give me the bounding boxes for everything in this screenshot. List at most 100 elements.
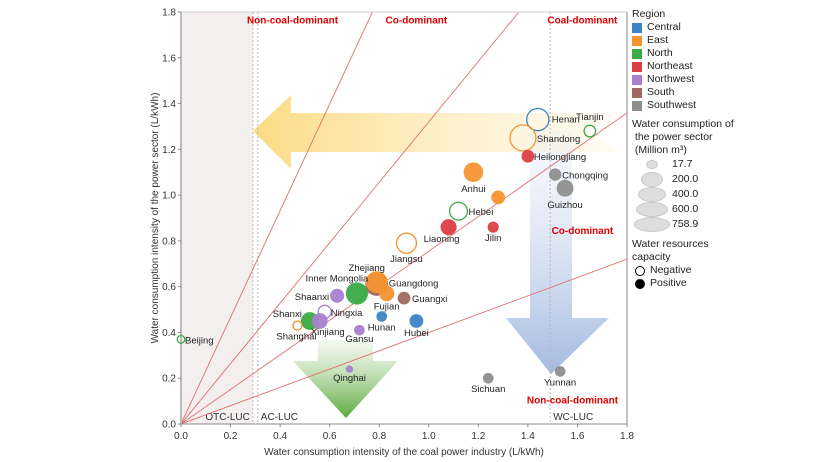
legend-capacity-title: Water resources capacity <box>632 238 734 264</box>
point-label: Tianjin <box>576 112 604 123</box>
legend-capacity-title-line: Water resources <box>632 238 709 250</box>
data-point <box>345 282 369 305</box>
point-label: Gansu <box>345 334 373 345</box>
legend-region-item: East <box>632 34 734 47</box>
legend-capacity-item: Positive <box>632 277 734 290</box>
legend-size-label: 17.7 <box>672 158 693 170</box>
data-point <box>482 372 494 384</box>
data-point <box>526 107 550 132</box>
legend-capacity-label: Negative <box>650 264 692 276</box>
y-tick-label: 0.0 <box>162 420 176 431</box>
data-point <box>521 149 535 163</box>
data-point <box>440 219 457 236</box>
legend-size-label: 758.9 <box>672 218 699 230</box>
legend-region-label: Central <box>647 21 681 33</box>
x-tick-label: 1.2 <box>471 431 485 442</box>
point-label: Anhui <box>461 184 485 195</box>
legend-size-label: 200.0 <box>672 173 699 185</box>
legend-sizes: 17.7 200.0 400.0 600.0 758.9 <box>632 157 734 232</box>
blue-down-arrow <box>506 130 609 374</box>
data-point <box>491 190 506 205</box>
y-tick-label: 1.4 <box>162 99 176 110</box>
reference-lines <box>181 12 627 424</box>
point-label: Guangxi <box>412 294 447 305</box>
y-tick-label: 1.8 <box>162 8 176 19</box>
data-point <box>448 201 469 221</box>
legend-size-title-line: Water consumption of <box>632 118 734 130</box>
point-label: Yunnan <box>544 377 576 388</box>
legend-swatch <box>632 74 642 85</box>
legend-size-title: Water consumption of the power sector (M… <box>632 118 734 157</box>
point-label: Hebei <box>469 207 494 218</box>
legend: Region Central East North Northeast Northwes… <box>632 8 734 290</box>
legend-size-label: 400.0 <box>672 188 699 200</box>
reference-line <box>181 12 520 424</box>
legend-region-item: Southwest <box>632 99 734 112</box>
zone-label: Co-dominant <box>552 226 614 237</box>
data-point <box>583 124 597 138</box>
legend-size-title-line: the power sector <box>632 131 713 143</box>
axes: 0.0 0.2 0.4 0.6 0.8 1.0 1.2 1.4 1.6 1.8 0.0 0.2 0.4 0… <box>162 8 634 443</box>
legend-size-item: 17.7 <box>632 157 734 172</box>
luc-label: WC-LUC <box>553 412 593 423</box>
y-tick-label: 1.2 <box>162 145 176 156</box>
legend-size-marker <box>635 202 669 217</box>
legend-capacity: Negative Positive <box>632 264 734 290</box>
legend-swatch <box>632 87 642 98</box>
open-circle-icon <box>635 265 645 276</box>
legend-region-label: South <box>647 86 675 98</box>
point-label: Zhejiang <box>349 263 385 274</box>
legend-size-label: 600.0 <box>672 203 699 215</box>
y-tick-label: 0.4 <box>162 328 176 339</box>
y-axis-label: Water consumption intensity of the power… <box>150 93 161 344</box>
data-point <box>345 365 354 373</box>
data-point <box>292 320 303 331</box>
x-tick-label: 1.4 <box>521 431 535 442</box>
data-point <box>509 124 537 152</box>
point-label: Henan <box>552 115 580 126</box>
data-point <box>397 291 411 305</box>
legend-regions: Central East North Northeast Northwest South S… <box>632 21 734 112</box>
reference-line <box>181 258 627 424</box>
x-tick-label: 1.0 <box>422 431 436 442</box>
y-tick-label: 0.8 <box>162 236 176 247</box>
luc-label: OTC-LUC <box>205 412 249 423</box>
point-label: Liaoning <box>424 234 460 245</box>
point-label: Shanghai <box>276 332 316 343</box>
zone-label: Non-coal-dominant <box>527 395 619 406</box>
legend-size-marker <box>646 159 658 170</box>
legend-region-label: Southwest <box>647 99 697 111</box>
shaded-region <box>181 12 253 424</box>
legend-size-item: 400.0 <box>632 187 734 202</box>
legend-size-marker <box>638 187 666 202</box>
legend-size-marker <box>634 217 670 232</box>
data-point <box>379 285 395 302</box>
point-label: Chongqing <box>562 171 608 182</box>
point-label: Shandong <box>537 134 580 145</box>
legend-region-label: North <box>647 47 673 59</box>
legend-region-item: South <box>632 86 734 99</box>
data-point <box>311 313 328 329</box>
point-label: Xinjiang <box>311 327 345 338</box>
data-point <box>463 162 484 183</box>
legend-region-label: Northeast <box>647 60 693 72</box>
point-label: Inner Mongolia <box>305 274 369 285</box>
data-point <box>330 288 345 303</box>
legend-swatch <box>632 61 642 72</box>
zone-labels: Non-coal-dominant Co-dominant Coal-dominan… <box>247 15 619 406</box>
data-point <box>354 324 365 336</box>
legend-size-item: 600.0 <box>632 202 734 217</box>
point-label: Shanxi <box>273 309 302 320</box>
legend-capacity-label: Positive <box>650 277 687 289</box>
legend-region-title: Region <box>632 8 666 20</box>
x-axis-label: Water consumption intensity of the coal … <box>264 447 544 458</box>
point-label: Guangdong <box>389 278 439 289</box>
luc-lines: OTC-LUC AC-LUC WC-LUC <box>205 12 593 424</box>
zone-label: Coal-dominant <box>547 15 618 26</box>
legend-size-marker <box>641 172 663 187</box>
y-tick-label: 0.6 <box>162 282 176 293</box>
legend-region-item: Northwest <box>632 73 734 86</box>
legend-size-title-line: (Million m³) <box>632 144 687 156</box>
